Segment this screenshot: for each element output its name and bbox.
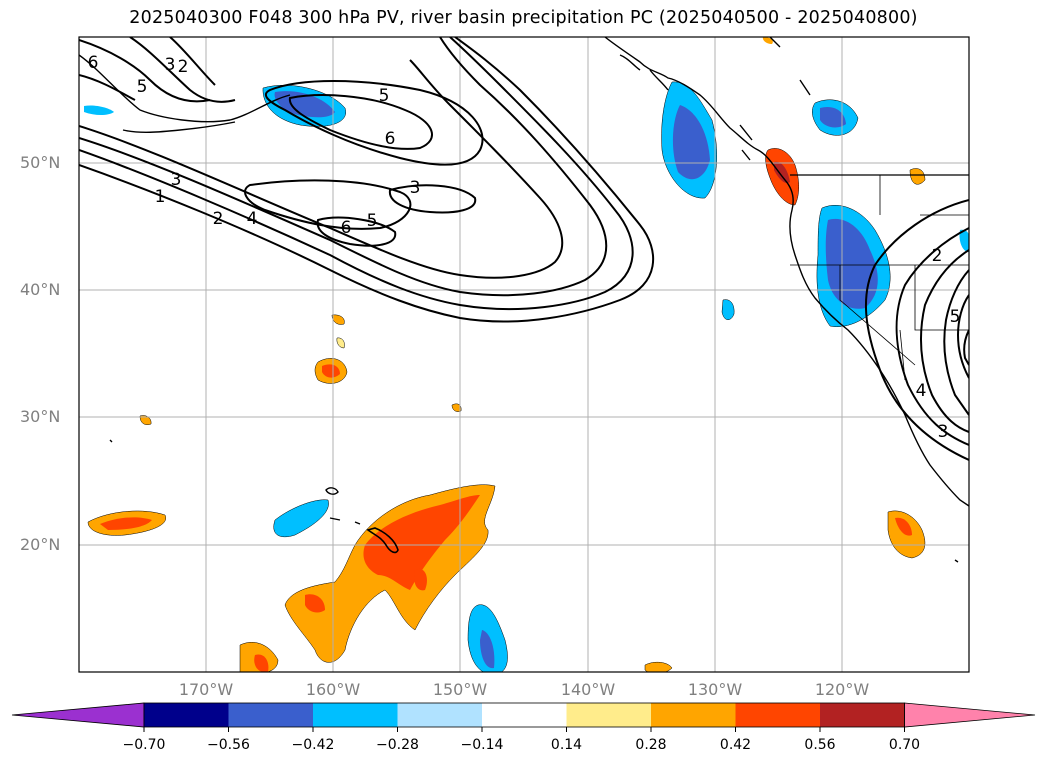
colorbar-tick-label: 0.28 xyxy=(635,737,667,753)
colorbar-tick-label: 0.42 xyxy=(719,737,752,753)
map-plot-area: 6 3 2 5 5 6 3 1 2 4 6 5 3 2 5 4 3 xyxy=(79,37,969,672)
pv-contour-east-6 xyxy=(963,329,969,366)
contour-label: 4 xyxy=(916,381,927,401)
colorbar-segment xyxy=(313,703,398,727)
colorbar-segment xyxy=(735,703,820,727)
precip-region-north-hawaii xyxy=(273,499,329,538)
pv-contour-east-2 xyxy=(895,227,969,446)
negative-precip-regions xyxy=(84,81,969,672)
contour-label: 3 xyxy=(938,422,949,442)
lon-label-150w: 150°W xyxy=(432,680,488,699)
pv-contour-1 xyxy=(79,37,654,323)
colorbar-tick-label: 0.56 xyxy=(804,737,836,753)
colorbar-segment xyxy=(566,703,651,727)
colorbar-segment xyxy=(820,703,905,727)
contour-label: 6 xyxy=(341,218,352,238)
lon-label-140w: 140°W xyxy=(560,680,616,699)
colorbar-tick-label: −0.56 xyxy=(207,737,250,753)
graticule xyxy=(79,37,969,672)
contour-label: 2 xyxy=(932,246,943,266)
colorbar xyxy=(11,702,1036,732)
pv-contour-2 xyxy=(79,37,634,311)
colorbar-tick-label: −0.42 xyxy=(291,737,335,753)
contour-label: 3 xyxy=(165,55,176,75)
pv-contour-nw-1 xyxy=(79,39,211,103)
map-frame xyxy=(78,36,970,673)
pv-contour-labels: 6 3 2 5 5 6 3 1 2 4 6 5 3 2 5 4 3 xyxy=(88,53,961,442)
contour-label: 2 xyxy=(178,57,189,77)
pv-contour-low-5 xyxy=(388,184,477,214)
colorbar-tick-label: 0.70 xyxy=(888,737,921,753)
colorbar-tick-label: −0.28 xyxy=(376,737,419,753)
pv-contour-3 xyxy=(79,37,608,297)
contour-label: 6 xyxy=(385,129,396,149)
lon-label-170w: 170°W xyxy=(178,680,234,699)
pv-contour-east-5 xyxy=(956,294,969,379)
contour-label: 2 xyxy=(213,209,224,229)
contour-label: 5 xyxy=(950,307,961,327)
map-title: 2025040300 F048 300 hPa PV, river basin … xyxy=(129,8,918,28)
pv-contour-north-5 xyxy=(264,80,484,166)
contour-label: 4 xyxy=(247,209,258,229)
colorbar-tick-label: −0.70 xyxy=(122,737,166,753)
colorbar-tick-label: −0.14 xyxy=(460,737,504,753)
pv-contour-low-6 xyxy=(316,216,397,247)
colorbar-segment xyxy=(228,703,313,727)
contour-label: 3 xyxy=(171,170,182,190)
precip-region-ne-pacific-small xyxy=(721,299,735,320)
lon-label-160w: 160°W xyxy=(305,680,361,699)
pv-contour-east-4 xyxy=(943,269,969,416)
pv-contours xyxy=(79,37,969,461)
lon-label-130w: 130°W xyxy=(687,680,743,699)
colorbar-extend-low xyxy=(11,702,145,728)
lat-label-20n: 20°N xyxy=(20,535,61,554)
contour-label: 5 xyxy=(379,86,390,106)
contour-label: 6 xyxy=(88,53,99,73)
pv-contour-nw-3 xyxy=(169,37,216,86)
precip-region-aleutian-west xyxy=(84,105,114,115)
contour-label: 3 xyxy=(410,178,421,198)
pv-contour-east-1 xyxy=(865,199,969,461)
pv-contour-nw-2 xyxy=(129,37,236,103)
lon-label-120w: 120°W xyxy=(814,680,870,699)
pv-contour-4 xyxy=(79,59,564,279)
positive-precip-regions xyxy=(87,37,926,672)
contour-label: 5 xyxy=(137,77,148,97)
contour-label: 5 xyxy=(367,211,378,231)
colorbar-segment xyxy=(397,703,482,727)
pv-contour-nw-4 xyxy=(79,74,136,101)
pv-contour-east-3 xyxy=(919,249,969,433)
lat-label-30n: 30°N xyxy=(20,407,61,426)
pv-contour-north-6 xyxy=(288,94,433,150)
colorbar-extend-high xyxy=(904,702,1036,728)
colorbar-segment xyxy=(482,703,567,727)
colorbar-segment xyxy=(651,703,736,727)
colorbar-tick-label: 0.14 xyxy=(550,737,583,753)
colorbar-segment xyxy=(144,703,229,727)
lat-label-40n: 40°N xyxy=(20,280,61,299)
contour-label: 1 xyxy=(155,187,166,207)
lat-label-50n: 50°N xyxy=(20,153,61,172)
